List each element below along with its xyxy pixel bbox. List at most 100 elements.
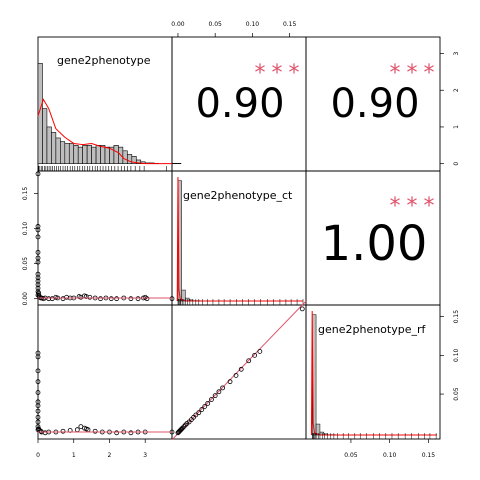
scatter-point-g2p-ct bbox=[35, 275, 41, 281]
hist-bar-gene2phenotype-rf bbox=[315, 423, 321, 436]
tick-label-right-rf: 0.15 bbox=[453, 310, 460, 324]
hist-bar-gene2phenotype bbox=[82, 145, 88, 164]
hist-bar-gene2phenotype bbox=[73, 145, 79, 164]
scatter-point-ct-rf bbox=[209, 397, 214, 402]
tick-label-left: 0.15 bbox=[22, 187, 29, 201]
scatter-point-g2p-rf bbox=[83, 426, 89, 432]
scatter-point-g2p-ct bbox=[35, 234, 41, 240]
tick-label-top: 0.15 bbox=[283, 21, 297, 28]
hist-bar-gene2phenotype bbox=[95, 145, 101, 164]
scatter-point-g2p-ct bbox=[35, 271, 41, 277]
scatter-point-g2p-rf bbox=[35, 414, 41, 420]
scatter-point-g2p-rf bbox=[128, 430, 134, 436]
scatter-point-g2p-rf bbox=[35, 354, 41, 360]
scatter-point-g2p-ct bbox=[83, 294, 89, 299]
hist-bar-gene2phenotype bbox=[46, 126, 52, 164]
scatter-point-ct-rf bbox=[199, 407, 205, 412]
scatter-point-ct-rf bbox=[227, 379, 233, 385]
density-line-gene2phenotype bbox=[37, 98, 172, 165]
scatter-point-ct-rf bbox=[180, 425, 185, 431]
scatter-point-ct-rf bbox=[205, 400, 211, 406]
tick-label-bottom-rf: 0.10 bbox=[383, 452, 397, 459]
scatter-point-g2p-rf bbox=[38, 428, 44, 434]
hist-bar-gene2phenotype bbox=[55, 137, 61, 164]
scatter-point-ct-rf bbox=[238, 366, 244, 372]
tick-label-bottom: 2 bbox=[108, 452, 112, 459]
hist-bar-gene2phenotype bbox=[60, 141, 66, 164]
scatter-point-g2p-ct bbox=[169, 296, 175, 302]
hist-bar-gene2phenotype bbox=[113, 145, 119, 164]
corr-value-2-3: 1.00 bbox=[321, 216, 428, 272]
tick-label-right-rf: 0.10 bbox=[453, 348, 460, 362]
density-line-gene2phenotype-rf bbox=[310, 310, 437, 436]
tick-label-left: 0.10 bbox=[22, 222, 29, 236]
scatter-point-g2p-ct bbox=[35, 249, 41, 255]
scatter-point-g2p-ct bbox=[114, 296, 120, 302]
scatter-point-g2p-rf bbox=[60, 428, 66, 434]
tick-label-right-hist: 3 bbox=[453, 51, 460, 55]
scatter-point-ct-rf bbox=[181, 424, 187, 430]
tick-label-left: 0.00 bbox=[22, 292, 29, 306]
scatter-point-g2p-ct bbox=[35, 282, 41, 288]
tick-label-bottom: 1 bbox=[72, 452, 76, 459]
tick-label-right-hist: 2 bbox=[453, 88, 460, 92]
scatter-point-ct-rf bbox=[220, 385, 226, 391]
tick-label-right-hist: 0 bbox=[453, 162, 460, 166]
scatter-point-g2p-ct bbox=[35, 278, 41, 284]
scatter-point-g2p-ct bbox=[128, 296, 134, 302]
var-label-gene2phenotype-rf: gene2phenotype_rf bbox=[318, 323, 427, 336]
scatter-point-g2p-ct bbox=[35, 259, 41, 265]
hist-bar-gene2phenotype bbox=[104, 146, 110, 164]
tick-label-bottom: 3 bbox=[143, 452, 147, 459]
scatter-point-ct-rf bbox=[252, 352, 258, 358]
text-layer: gene2phenotype gene2phenotype_ct gene2ph… bbox=[57, 54, 441, 336]
scatter-point-g2p-ct bbox=[135, 296, 141, 302]
var-label-gene2phenotype: gene2phenotype bbox=[57, 54, 151, 67]
scatter-point-g2p-ct bbox=[35, 285, 41, 291]
hist-bar-gene2phenotype bbox=[91, 146, 97, 164]
scatter-point-ct-rf bbox=[257, 349, 263, 354]
scatter-point-ct-rf bbox=[299, 306, 305, 312]
tick-label-bottom-rf: 0.15 bbox=[422, 452, 436, 459]
hist-bar-gene2phenotype bbox=[51, 132, 57, 164]
tick-label-bottom: 0 bbox=[36, 452, 40, 459]
scatter-point-ct-rf bbox=[246, 358, 252, 364]
scatter-point-g2p-ct bbox=[108, 296, 114, 302]
hist-bar-gene2phenotype bbox=[122, 150, 128, 164]
scatter-point-g2p-ct bbox=[35, 227, 41, 233]
corr-stars-2-3: *** bbox=[390, 194, 441, 219]
scatter-point-ct-rf bbox=[233, 373, 239, 378]
var-label-gene2phenotype-ct: gene2phenotype_ct bbox=[183, 189, 293, 202]
scatter-point-ct-rf bbox=[193, 412, 199, 418]
scatter-point-g2p-ct bbox=[78, 294, 84, 300]
corr-stars-1-2: *** bbox=[255, 61, 306, 86]
hist-bar-gene2phenotype bbox=[68, 143, 75, 164]
scatter-point-ct-rf bbox=[202, 404, 208, 409]
scatter-point-g2p-ct bbox=[46, 296, 52, 302]
scatter-point-g2p-rf bbox=[92, 428, 98, 434]
hist-bar-gene2phenotype bbox=[42, 108, 48, 164]
scatter-point-ct-rf bbox=[182, 422, 188, 428]
scatter-point-ct-rf bbox=[178, 427, 184, 433]
scatter-point-g2p-ct bbox=[36, 290, 42, 296]
hist-bar-gene2phenotype bbox=[64, 143, 70, 164]
corr-value-1-3: 0.90 bbox=[330, 81, 419, 127]
scatter-point-g2p-rf bbox=[35, 390, 41, 395]
scatter-point-g2p-rf bbox=[78, 424, 84, 430]
tick-label-right-hist: 1 bbox=[453, 125, 460, 129]
hist-bar-gene2phenotype bbox=[77, 146, 83, 164]
corr-value-1-2: 0.90 bbox=[195, 81, 284, 127]
marks-layer bbox=[35, 63, 437, 441]
hist-bar-gene2phenotype bbox=[86, 145, 92, 164]
scatter-point-g2p-ct bbox=[144, 296, 150, 302]
scatter-point-g2p-rf bbox=[35, 403, 41, 409]
density-line-gene2phenotype-ct bbox=[176, 176, 304, 302]
scatter-point-g2p-ct bbox=[53, 294, 59, 300]
tick-label-top: 0.05 bbox=[208, 21, 222, 28]
scatter-point-g2p-ct bbox=[35, 171, 41, 177]
scatter-point-g2p-rf bbox=[35, 419, 41, 425]
tick-label-bottom-rf: 0.05 bbox=[344, 452, 358, 459]
panel-layer bbox=[37, 36, 441, 440]
hist-bar-gene2phenotype-ct bbox=[181, 289, 186, 302]
